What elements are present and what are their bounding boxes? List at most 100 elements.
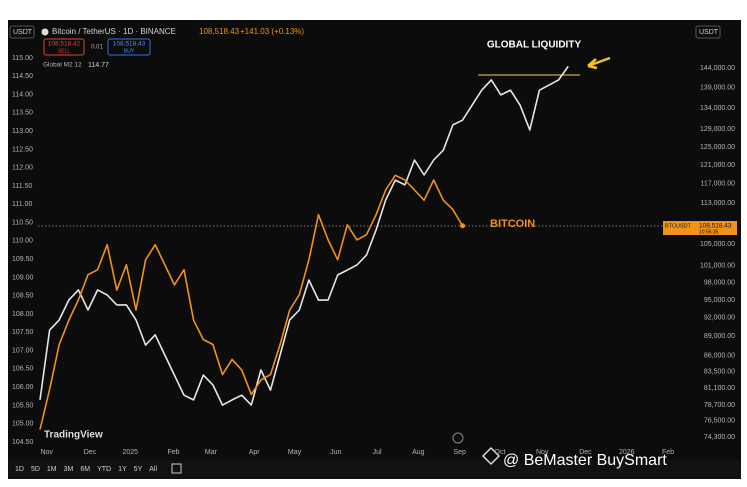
- y2-tick-label: 129,000.00: [700, 126, 735, 133]
- goto-icon[interactable]: [452, 432, 464, 444]
- y-tick-label: 110.00: [12, 238, 33, 245]
- y2-tick-label: 125,000.00: [700, 144, 735, 151]
- y2-tick-label: 95,000.00: [704, 297, 735, 304]
- y-tick-label: 109.50: [12, 256, 34, 263]
- symbol-icon: [41, 28, 49, 36]
- y2-tick-label: 86,000.00: [704, 352, 735, 359]
- x-tick-label: Nov: [40, 449, 53, 456]
- annotation: BITCOIN: [490, 218, 535, 230]
- timeframe[interactable]: All: [149, 466, 157, 473]
- x-tick-label: May: [288, 449, 302, 456]
- y-tick-label: 111.00: [12, 201, 32, 208]
- x-tick-label: Aug: [412, 449, 425, 456]
- y-tick-label: 113.50: [12, 110, 33, 117]
- currency-left[interactable]: USDT: [13, 29, 33, 36]
- timeframe[interactable]: 1D: [15, 466, 24, 473]
- y-tick-label: 115.00: [12, 55, 33, 62]
- x-tick-label: Feb: [662, 449, 674, 456]
- tag-symbol: BTCUSDT: [665, 223, 692, 229]
- buy-price[interactable]: 108,518.43: [113, 41, 146, 48]
- arrow: [587, 56, 611, 70]
- y-tick-label: 114.00: [12, 91, 33, 98]
- timeframe[interactable]: 3M: [64, 466, 74, 473]
- timeframe[interactable]: 5Y: [134, 466, 143, 473]
- timeframe[interactable]: 6M: [80, 466, 90, 473]
- x-tick-label: Oct: [495, 449, 506, 456]
- timeframes: 1D 5D 1M 3M 6M YTD 1Y 5Y All: [15, 463, 182, 474]
- y2-tick-label: 105,000.00: [700, 241, 735, 248]
- y-tick-label: 104.50: [12, 439, 34, 446]
- currency-box[interactable]: [9, 25, 35, 39]
- y-tick-label: 105.00: [12, 421, 34, 428]
- last-price: 108,518.43: [199, 27, 240, 36]
- y2-tick-label: 139,000.00: [700, 85, 735, 92]
- y-tick-label: 112.50: [12, 146, 33, 153]
- price-change: +141.03 (+0.13%): [240, 27, 304, 36]
- watermark: @ BeMaster BuySmart: [503, 452, 667, 469]
- chart-background: [8, 20, 741, 479]
- x-tick-label: Feb: [167, 449, 179, 456]
- y2-tick-label: 92,000.00: [704, 315, 735, 322]
- timeframe[interactable]: 1M: [47, 466, 57, 473]
- buy-label[interactable]: BUY: [124, 48, 135, 54]
- x-tick-label: Apr: [249, 449, 261, 456]
- y2-tick-label: 74,300.00: [704, 434, 735, 441]
- y2-tick-label: 134,000.00: [700, 105, 735, 112]
- y2-tick-label: 76,500.00: [704, 418, 735, 425]
- branding: TradingView: [44, 430, 103, 441]
- series-line: [39, 174, 464, 430]
- y2-tick-label: 78,700.00: [704, 402, 735, 409]
- y-tick-label: 114.50: [12, 73, 33, 80]
- x-tick-label: Mar: [205, 449, 218, 456]
- tag-countdown: 10:56:35: [699, 229, 719, 235]
- y2-tick-label: 113,000.00: [700, 200, 735, 207]
- y2-tick-label: 83,500.00: [704, 369, 735, 376]
- timeframe[interactable]: 1Y: [118, 466, 127, 473]
- symbol[interactable]: Bitcoin / TetherUS · 1D · BINANCE: [52, 27, 176, 36]
- x-tick-label: 2026: [619, 449, 635, 456]
- x-tick-label: Sep: [453, 449, 466, 456]
- y-tick-label: 106.50: [12, 366, 34, 373]
- last-point: [460, 223, 466, 229]
- y-tick-label: 105.50: [12, 402, 34, 409]
- x-tick-label: Dec: [579, 449, 592, 456]
- y-tick-label: 108.50: [12, 293, 34, 300]
- annotation: GLOBAL LIQUIDITY: [487, 40, 582, 51]
- toolbar: [8, 460, 741, 479]
- indicator-value: 114.77: [88, 62, 109, 69]
- y-tick-label: 113.00: [12, 128, 33, 135]
- currency-box[interactable]: [695, 25, 721, 39]
- y2-tick-label: 89,000.00: [704, 333, 735, 340]
- y2-tick-label: 121,000.00: [700, 162, 735, 169]
- y-tick-label: 107.50: [12, 329, 34, 336]
- x-tick-label: Dec: [84, 449, 97, 456]
- tag-price: 108,518.43: [699, 223, 732, 230]
- series-line: [39, 65, 569, 406]
- currency-right[interactable]: USDT: [699, 29, 719, 36]
- timeframe[interactable]: YTD: [97, 466, 111, 473]
- buy-button[interactable]: [107, 38, 151, 56]
- y2-tick-label: 144,000.00: [700, 65, 735, 72]
- watermark-logo: [481, 446, 501, 466]
- x-tick-label: Nov: [536, 449, 549, 456]
- y-tick-label: 111.50: [12, 183, 32, 190]
- screenshot-icon[interactable]: [171, 463, 182, 474]
- sell-button[interactable]: [43, 38, 85, 56]
- sell-price[interactable]: 108,518.42: [48, 41, 81, 48]
- timeframe[interactable]: 5D: [31, 466, 40, 473]
- y2-tick-label: 81,100.00: [704, 385, 735, 392]
- y2-tick-label: 117,000.00: [700, 181, 735, 188]
- y-tick-label: 112.00: [12, 165, 33, 172]
- spread: 0.01: [91, 45, 103, 51]
- x-tick-label: Jun: [330, 449, 341, 456]
- y-tick-label: 110.50: [12, 219, 33, 226]
- price-tag: [663, 221, 737, 235]
- y-tick-label: 108.00: [12, 311, 34, 318]
- y2-tick-label: 98,000.00: [704, 279, 735, 286]
- y-tick-label: 109.00: [12, 274, 34, 281]
- y2-tick-label: 101,000.00: [700, 263, 735, 270]
- y-tick-label: 106.00: [12, 384, 34, 391]
- sell-label[interactable]: SELL: [58, 48, 70, 54]
- y-tick-label: 107.00: [12, 347, 34, 354]
